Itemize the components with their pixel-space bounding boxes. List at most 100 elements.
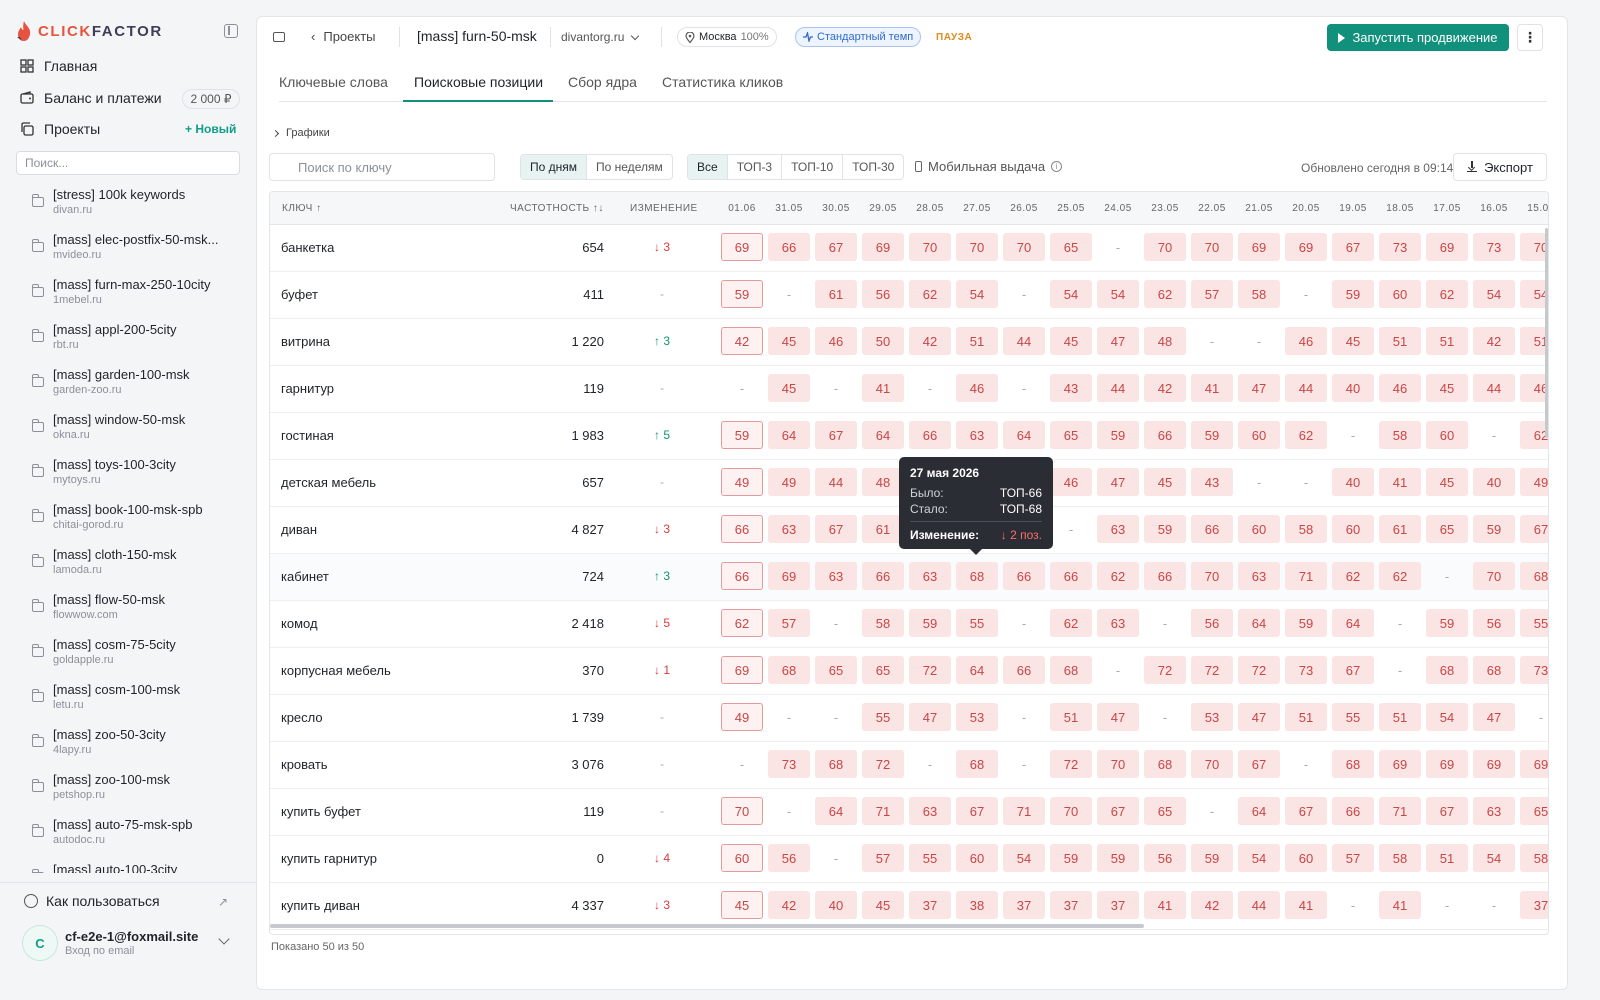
position-cell[interactable]: 47: [1097, 703, 1139, 731]
position-cell[interactable]: 66: [1003, 656, 1045, 684]
position-cell[interactable]: 70: [1050, 797, 1092, 825]
position-cell[interactable]: 62: [1050, 609, 1092, 637]
domain-select[interactable]: divantorg.ru: [561, 30, 640, 44]
position-cell[interactable]: 50: [862, 327, 904, 355]
position-cell[interactable]: 51: [1426, 844, 1468, 872]
position-cell[interactable]: 42: [1473, 327, 1515, 355]
position-cell[interactable]: 37: [1097, 891, 1139, 919]
position-cell[interactable]: 56: [1144, 844, 1186, 872]
position-cell[interactable]: 45: [768, 327, 810, 355]
project-item[interactable]: [mass] zoo-50-3city 4lapy.ru: [16, 723, 246, 768]
position-cell[interactable]: 54: [1473, 280, 1515, 308]
position-cell[interactable]: 45: [1332, 327, 1374, 355]
position-cell[interactable]: 67: [815, 233, 857, 261]
position-cell[interactable]: 69: [721, 233, 763, 261]
position-cell[interactable]: 69: [862, 233, 904, 261]
logo[interactable]: CLICKFACTOR: [16, 20, 163, 42]
project-item[interactable]: [mass] auto-75-msk-spb autodoc.ru: [16, 813, 246, 858]
position-cell[interactable]: 66: [1144, 421, 1186, 449]
position-cell[interactable]: 61: [815, 280, 857, 308]
position-cell[interactable]: 51: [1520, 327, 1548, 355]
position-cell[interactable]: 40: [1473, 468, 1515, 496]
tempo-pill[interactable]: Стандартный темп: [795, 27, 922, 47]
table-row[interactable]: корпусная мебель 370 ↓ 1 69 68 65 65 72 64 66 68-7…: [270, 648, 1548, 695]
position-cell[interactable]: 42: [1144, 374, 1186, 402]
position-cell[interactable]: 59: [1144, 515, 1186, 543]
position-cell[interactable]: 66: [909, 421, 951, 449]
position-cell[interactable]: -: [786, 286, 792, 302]
position-cell[interactable]: 60: [1426, 421, 1468, 449]
position-cell[interactable]: 67: [1332, 233, 1374, 261]
position-cell[interactable]: 56: [768, 844, 810, 872]
position-cell[interactable]: 59: [721, 280, 763, 308]
position-cell[interactable]: 47: [1473, 703, 1515, 731]
position-cell[interactable]: 66: [721, 562, 763, 590]
position-cell[interactable]: 51: [1050, 703, 1092, 731]
position-cell[interactable]: -: [786, 803, 792, 819]
position-cell[interactable]: 69: [1426, 233, 1468, 261]
position-cell[interactable]: 65: [1050, 421, 1092, 449]
position-cell[interactable]: 59: [1473, 515, 1515, 543]
project-item[interactable]: [mass] window-50-msk okna.ru: [16, 408, 246, 453]
position-cell[interactable]: 37: [1050, 891, 1092, 919]
position-cell[interactable]: 69: [721, 656, 763, 684]
position-cell[interactable]: 54: [1473, 844, 1515, 872]
position-cell[interactable]: 54: [1050, 280, 1092, 308]
position-cell[interactable]: 58: [1238, 280, 1280, 308]
position-cell[interactable]: 59: [1097, 421, 1139, 449]
position-cell[interactable]: -: [1209, 333, 1215, 349]
position-cell[interactable]: 68: [1473, 656, 1515, 684]
position-cell[interactable]: 67: [1097, 797, 1139, 825]
position-cell[interactable]: 51: [1379, 327, 1421, 355]
position-cell[interactable]: 59: [1332, 280, 1374, 308]
position-cell[interactable]: 37: [909, 891, 951, 919]
position-cell[interactable]: -: [833, 380, 839, 396]
position-cell[interactable]: 48: [862, 468, 904, 496]
table-row[interactable]: купить диван 4 337 ↓ 3 45 42 40 45 37 38 37 37 37 41…: [270, 883, 1548, 930]
position-cell[interactable]: 65: [1426, 515, 1468, 543]
position-cell[interactable]: 60: [1238, 515, 1280, 543]
position-cell[interactable]: 67: [956, 797, 998, 825]
position-cell[interactable]: 44: [1097, 374, 1139, 402]
position-cell[interactable]: 65: [815, 656, 857, 684]
location-pill[interactable]: Москва 100%: [677, 27, 777, 47]
position-cell[interactable]: -: [927, 380, 933, 396]
position-cell[interactable]: 63: [815, 562, 857, 590]
position-cell[interactable]: 41: [1285, 891, 1327, 919]
position-cell[interactable]: 67: [1332, 656, 1374, 684]
position-cell[interactable]: 68: [1426, 656, 1468, 684]
position-cell[interactable]: 54: [1003, 844, 1045, 872]
position-cell[interactable]: 69: [1379, 750, 1421, 778]
position-cell[interactable]: 60: [1379, 280, 1421, 308]
position-cell[interactable]: 68: [956, 750, 998, 778]
position-cell[interactable]: 47: [909, 703, 951, 731]
position-cell[interactable]: 44: [1003, 327, 1045, 355]
position-cell[interactable]: 70: [1097, 750, 1139, 778]
position-cell[interactable]: 51: [1379, 703, 1421, 731]
project-item[interactable]: [mass] garden-100-msk garden-zoo.ru: [16, 363, 246, 408]
position-cell[interactable]: 60: [1238, 421, 1280, 449]
position-cell[interactable]: 45: [1426, 468, 1468, 496]
project-item[interactable]: [mass] flow-50-msk flowwow.com: [16, 588, 246, 633]
position-cell[interactable]: -: [1115, 662, 1121, 678]
vertical-scrollbar[interactable]: [1545, 228, 1548, 438]
nav-balance[interactable]: Баланс и платежи: [20, 90, 162, 106]
position-cell[interactable]: -: [1068, 521, 1074, 537]
position-cell[interactable]: 49: [721, 703, 763, 731]
position-cell[interactable]: 42: [909, 327, 951, 355]
position-cell[interactable]: 64: [1003, 421, 1045, 449]
position-cell[interactable]: 45: [1144, 468, 1186, 496]
position-cell[interactable]: 55: [909, 844, 951, 872]
project-item[interactable]: [stress] 100k keywords divan.ru: [16, 183, 246, 228]
project-item[interactable]: [mass] appl-200-5city rbt.ru: [16, 318, 246, 363]
position-cell[interactable]: 70: [1473, 562, 1515, 590]
more-menu-icon[interactable]: ⋮: [1517, 24, 1543, 51]
position-cell[interactable]: 63: [1097, 515, 1139, 543]
position-cell[interactable]: 46: [1285, 327, 1327, 355]
position-cell[interactable]: 42: [1191, 891, 1233, 919]
position-cell[interactable]: 62: [1379, 562, 1421, 590]
position-cell[interactable]: 73: [1473, 233, 1515, 261]
position-cell[interactable]: 61: [1379, 515, 1421, 543]
position-cell[interactable]: 68: [1332, 750, 1374, 778]
position-cell[interactable]: 63: [909, 797, 951, 825]
